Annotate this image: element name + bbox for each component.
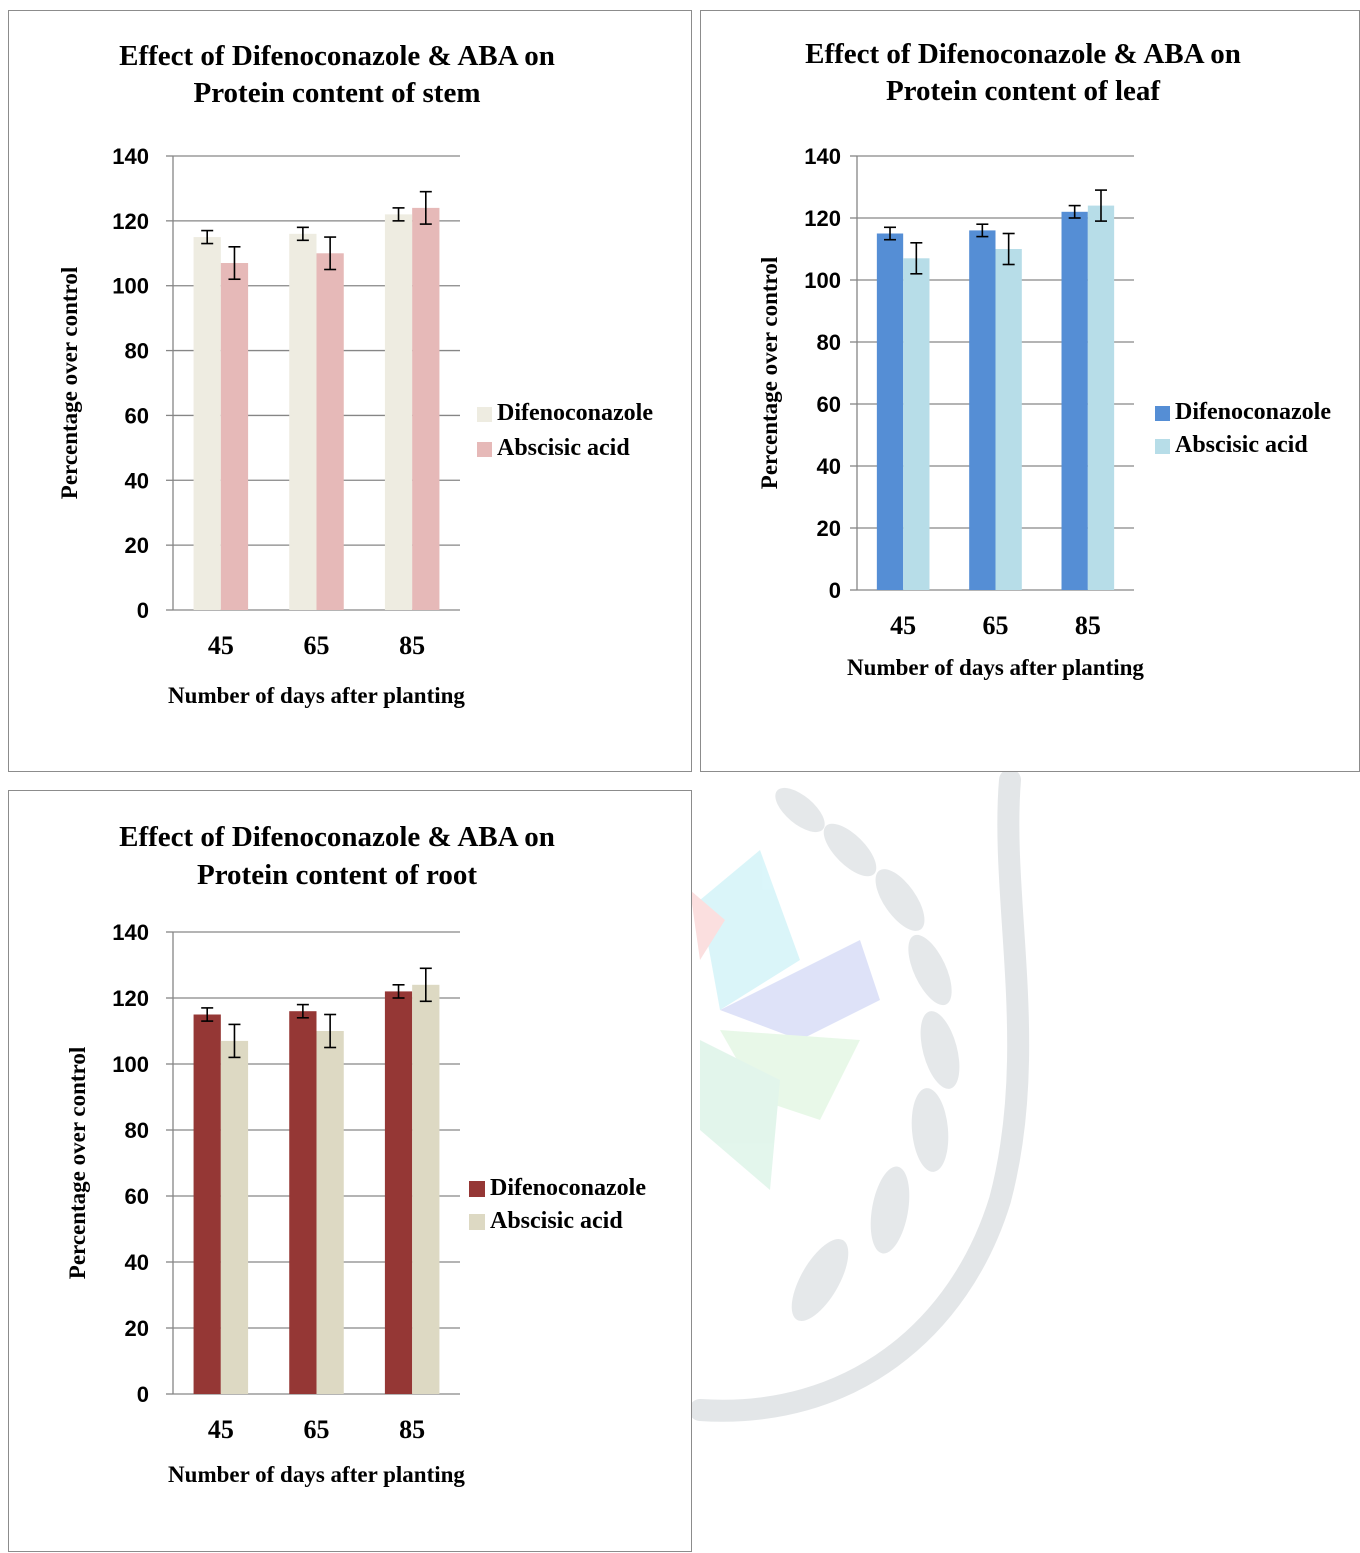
y-tick-label: 60 <box>125 403 149 428</box>
y-tick-label: 80 <box>817 330 841 355</box>
x-tick-label: 65 <box>304 631 330 660</box>
y-tick-label: 120 <box>804 206 841 231</box>
legend-swatch <box>1155 439 1170 454</box>
y-tick-label: 140 <box>804 144 841 169</box>
bar <box>289 233 317 611</box>
chart-title-line: Effect of Difenoconazole & ABA on <box>119 40 555 72</box>
panel-stem: Effect of Difenoconazole & ABA on Protein… <box>8 10 692 772</box>
x-tick-label: 65 <box>304 1415 330 1444</box>
y-tick-label: 140 <box>112 920 149 945</box>
y-axis-label: Percentage over control <box>57 267 82 499</box>
x-axis-label: Number of days after planting <box>168 1462 465 1487</box>
y-tick-label: 0 <box>137 1382 149 1407</box>
bar <box>1061 211 1088 591</box>
y-tick-label: 80 <box>125 1118 149 1143</box>
bar <box>876 233 904 590</box>
y-tick-label: 140 <box>112 144 149 169</box>
chart-title-line: Protein content of stem <box>194 77 481 109</box>
bar <box>316 253 344 611</box>
chart-stem: Effect of Difenoconazole & ABA on Protein… <box>57 40 653 708</box>
x-tick-label: 65 <box>983 611 1009 640</box>
y-tick-label: 100 <box>804 268 841 293</box>
y-tick-label: 60 <box>125 1184 149 1209</box>
y-tick-label: 0 <box>137 598 149 623</box>
y-tick-label: 100 <box>112 274 149 299</box>
legend-label: Abscisic acid <box>1175 432 1308 458</box>
bar <box>193 237 221 611</box>
chart-title-line: Protein content of root <box>197 859 477 891</box>
y-tick-label: 40 <box>125 468 149 493</box>
y-axis-label: Percentage over control <box>757 257 782 489</box>
chart-title-line: Effect of Difenoconazole & ABA on <box>119 821 555 853</box>
y-tick-label: 20 <box>125 1316 149 1341</box>
bar <box>220 1040 249 1394</box>
x-tick-label: 85 <box>399 631 425 660</box>
chart-root: Effect of Difenoconazole & ABA on Protein… <box>65 821 646 1487</box>
bar <box>903 258 930 590</box>
legend-swatch <box>469 1214 485 1230</box>
bar <box>412 984 440 1394</box>
panel-leaf: Effect of Difenoconazole & ABA on Protein… <box>700 10 1360 772</box>
legend-label: Abscisic acid <box>490 1208 623 1234</box>
bar <box>1087 205 1115 590</box>
y-tick-label: 20 <box>817 516 841 541</box>
bar <box>384 214 413 610</box>
bar <box>384 991 413 1394</box>
chart-title-line: Protein content of leaf <box>886 75 1160 107</box>
chart-leaf: Effect of Difenoconazole & ABA on Protein… <box>757 38 1331 680</box>
panel-root: Effect of Difenoconazole & ABA on Protein… <box>8 790 692 1552</box>
x-tick-label: 45 <box>890 611 916 640</box>
x-axis-label: Number of days after planting <box>847 655 1144 680</box>
x-tick-label: 45 <box>208 631 234 660</box>
bar <box>995 249 1022 590</box>
bar <box>969 230 996 590</box>
y-tick-label: 40 <box>125 1250 149 1275</box>
legend-swatch <box>477 407 492 422</box>
bar <box>316 1031 344 1394</box>
y-tick-label: 60 <box>817 392 841 417</box>
y-tick-label: 80 <box>125 339 149 364</box>
y-tick-label: 120 <box>112 209 149 234</box>
x-axis-label: Number of days after planting <box>168 683 465 708</box>
y-tick-label: 120 <box>112 986 149 1011</box>
chart-title-line: Effect of Difenoconazole & ABA on <box>805 38 1241 70</box>
y-tick-label: 100 <box>112 1052 149 1077</box>
y-axis-label: Percentage over control <box>65 1047 90 1279</box>
y-tick-label: 20 <box>125 533 149 558</box>
bar <box>220 263 249 610</box>
legend-label: Difenoconazole <box>490 1175 646 1201</box>
bar <box>412 207 440 610</box>
bar <box>193 1014 221 1394</box>
x-tick-label: 85 <box>1075 611 1101 640</box>
y-tick-label: 0 <box>829 578 841 603</box>
legend-label: Difenoconazole <box>1175 399 1331 425</box>
bar <box>289 1011 317 1394</box>
legend-swatch <box>477 442 492 457</box>
legend-label: Abscisic acid <box>497 435 630 461</box>
x-tick-label: 45 <box>208 1415 234 1444</box>
legend-swatch <box>1155 406 1170 421</box>
y-tick-label: 40 <box>817 454 841 479</box>
x-tick-label: 85 <box>399 1415 425 1444</box>
legend-swatch <box>469 1181 485 1197</box>
legend-label: Difenoconazole <box>497 400 653 426</box>
